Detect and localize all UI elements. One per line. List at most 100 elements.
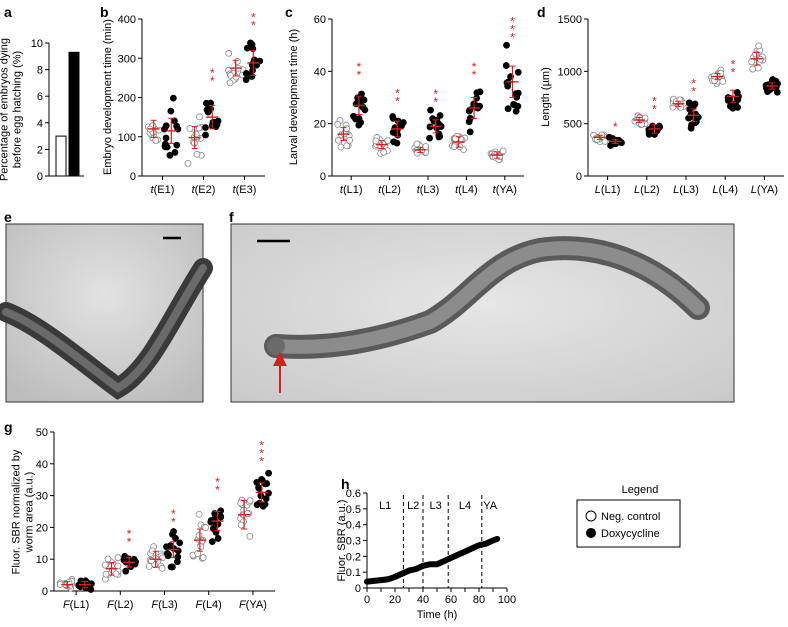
data-point-neg-control <box>226 79 234 87</box>
stage-label: YA <box>483 500 498 512</box>
data-point-neg-control <box>192 130 200 138</box>
micrograph-f-background <box>230 223 735 403</box>
data-point-doxycycline <box>692 117 700 125</box>
significance-star: * <box>433 95 438 109</box>
chart-h-x-tick-label: 100 <box>498 594 516 606</box>
legend: Legend Neg. control Doxycycline <box>576 484 681 548</box>
data-point-neg-control <box>102 570 110 578</box>
chart-b: 0 100 200 300 400 Embryo development time (mi… <box>102 10 265 196</box>
data-point-neg-control <box>199 554 207 561</box>
chart-h-y-tick-label: 0.1 <box>346 567 361 579</box>
stage-label: L4 <box>459 500 471 512</box>
significance-star: * <box>127 535 132 549</box>
chart-c-x-tick-label: t(L3) <box>417 184 440 196</box>
chart-h-y-tick-label: 0.5 <box>346 504 361 516</box>
chart-d-x-tick-label: L(L4) <box>712 184 738 196</box>
data-point-doxycycline <box>202 124 209 131</box>
fluorescence-trace <box>364 535 501 585</box>
panel-letter-h: h <box>341 476 350 492</box>
data-point-doxycycline <box>171 149 179 156</box>
significance-star: * <box>510 14 515 28</box>
data-point-neg-control <box>246 497 254 505</box>
data-point-neg-control <box>158 564 166 572</box>
chart-a-y-tick-label: 2 <box>37 144 43 156</box>
data-point-doxycycline <box>169 94 177 102</box>
chart-d-y-tick-label: 1500 <box>558 14 582 26</box>
data-point-doxycycline <box>217 513 225 520</box>
data-point-doxycycline <box>250 56 258 64</box>
significance-star: * <box>171 507 176 521</box>
data-point-neg-control <box>346 136 354 144</box>
data-point-neg-control <box>196 113 203 121</box>
significance-star: * <box>251 10 256 24</box>
data-point-doxycycline <box>436 112 444 119</box>
chart-c-y-tick-label: 20 <box>314 119 326 131</box>
data-point-doxycycline <box>162 134 170 142</box>
chart-d-x-tick-label: L(L2) <box>634 184 660 196</box>
data-point-doxycycline <box>122 567 130 575</box>
data-point-neg-control <box>112 570 120 578</box>
chart-g-y-tick-label: 50 <box>36 427 48 439</box>
significance-star: * <box>357 60 362 74</box>
significance-star: * <box>259 454 264 468</box>
data-point-doxycycline <box>243 44 251 52</box>
significance-star: * <box>652 103 657 117</box>
chart-b-x-tick-label: t(E3) <box>233 184 257 196</box>
data-point-neg-control <box>413 140 421 148</box>
data-point-neg-control <box>343 125 351 133</box>
panel-letter-d: d <box>537 4 546 20</box>
data-point-neg-control <box>184 160 192 167</box>
legend-box <box>576 499 681 548</box>
data-point-doxycycline <box>172 534 179 542</box>
chart-b-y-tick-label: 100 <box>118 132 136 144</box>
significance-star: * <box>127 527 132 541</box>
bar-neg-control <box>55 135 67 177</box>
chart-a-y-tick-label: 10 <box>31 38 43 50</box>
data-point-doxycycline <box>436 133 444 140</box>
data-point-neg-control <box>413 149 421 157</box>
significance-star: * <box>613 120 618 134</box>
data-point-doxycycline <box>773 88 781 96</box>
chart-c-x-tick-label: t(YA) <box>493 184 517 196</box>
data-point-doxycycline <box>164 552 172 560</box>
micrograph-f <box>230 223 735 403</box>
data-point-doxycycline <box>605 133 613 141</box>
chart-g-x-tick-label: F(YA) <box>239 599 267 611</box>
data-point-neg-control <box>379 140 387 148</box>
chart-g-y-tick-label: 30 <box>36 491 48 503</box>
legend-neg-control-label: Neg. control <box>601 511 660 523</box>
micrograph-e <box>0 223 213 403</box>
data-point-doxycycline <box>265 489 272 497</box>
data-point-neg-control <box>631 117 639 125</box>
bar-doxycycline <box>68 51 80 177</box>
data-point-neg-control <box>749 65 757 73</box>
chart-b-y-tick-label: 0 <box>130 171 136 183</box>
data-point-doxycycline <box>162 122 170 130</box>
data-point-doxycycline <box>399 119 407 126</box>
panel-letter-g: g <box>4 419 13 435</box>
chart-b-y-axis-label: Embryo development time (min) <box>102 19 114 175</box>
significance-star: * <box>215 483 220 497</box>
chart-c-y-tick-label: 0 <box>320 171 326 183</box>
data-point-neg-control <box>101 561 109 569</box>
chart-d-x-tick-label: L(L3) <box>673 184 699 196</box>
data-point-doxycycline <box>514 68 522 76</box>
data-point-neg-control <box>145 562 153 570</box>
chart-g-y-tick-label: 10 <box>36 554 48 566</box>
data-point-doxycycline <box>350 112 357 120</box>
data-point-doxycycline <box>613 138 620 146</box>
stage-label: L3 <box>429 500 441 512</box>
chart-d-y-axis-label: Length (µm) <box>540 67 552 127</box>
data-point-doxycycline <box>131 557 139 565</box>
chart-h-x-tick-label: 60 <box>445 594 457 606</box>
data-point-neg-control <box>194 550 202 557</box>
data-point-neg-control <box>186 124 194 132</box>
data-point-doxycycline <box>166 151 174 159</box>
significance-star: * <box>433 87 438 101</box>
data-point-neg-control <box>450 143 458 151</box>
data-point-doxycycline <box>242 76 250 84</box>
chart-b-y-tick-label: 400 <box>118 14 136 26</box>
chart-h-x-tick-label: 40 <box>417 594 429 606</box>
